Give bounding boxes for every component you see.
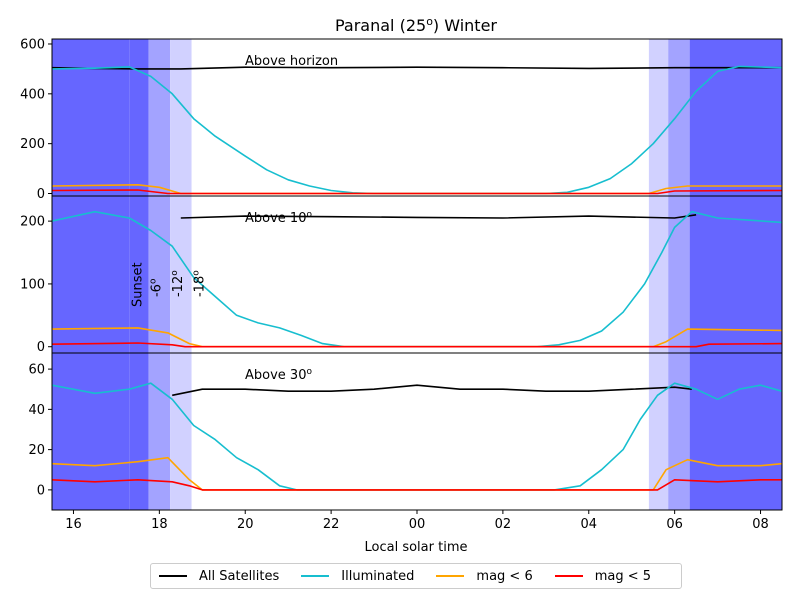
twilight-band xyxy=(709,39,782,196)
legend-label: Illuminated xyxy=(341,568,415,584)
legend-item: Illuminated xyxy=(301,569,414,584)
chart-legend: All Satellites Illuminated mag < 6 mag < 5 xyxy=(150,563,682,589)
twilight-band xyxy=(148,353,171,510)
legend-item: mag < 5 xyxy=(554,568,652,584)
twilight-band xyxy=(689,353,709,510)
twilight-band xyxy=(709,353,782,510)
legend-swatch xyxy=(159,575,187,577)
panel-3: 0 20 40 60 Above 30o 16 18 20 22 00 02 04 06 08 xyxy=(28,352,783,532)
x-tick-label: 06 xyxy=(666,517,683,532)
y-tick-label: 0 xyxy=(37,340,45,355)
y-tick-label: 0 xyxy=(37,483,45,498)
panel-label: Above 10o xyxy=(245,210,312,226)
x-tick-label: 04 xyxy=(580,517,597,532)
y-tick-label: 200 xyxy=(20,215,45,230)
twilight-band xyxy=(648,196,669,353)
twilight-band xyxy=(148,196,171,353)
series-line xyxy=(52,342,782,348)
twilight-band xyxy=(648,39,669,196)
twilight-label: -18o xyxy=(192,270,208,297)
x-tick-label: 16 xyxy=(65,517,82,532)
x-axis-label: Local solar time xyxy=(365,540,468,555)
series-line xyxy=(180,214,697,219)
y-tick-label: 200 xyxy=(20,137,45,152)
x-tick-label: 18 xyxy=(151,517,168,532)
x-tick-label: 00 xyxy=(409,517,426,532)
chart-title-superscript: o xyxy=(426,15,433,28)
y-tick-label: 100 xyxy=(20,277,45,292)
panel-1: 0 200 400 600 Above horizon xyxy=(20,37,783,202)
y-tick-label: 600 xyxy=(20,37,45,52)
series-line xyxy=(52,479,782,491)
legend-label: mag < 6 xyxy=(476,568,533,584)
series-line xyxy=(52,189,782,195)
legend-item: All Satellites xyxy=(159,569,279,584)
twilight-band xyxy=(170,39,192,196)
panel-2: 0 100 200 Above 10o Sunset -6o -12o -18o xyxy=(20,195,783,355)
legend-label: All Satellites xyxy=(199,568,280,584)
series-group xyxy=(52,65,782,195)
twilight-label: -12o xyxy=(170,270,186,297)
twilight-band xyxy=(689,39,709,196)
twilight-band xyxy=(52,353,130,510)
legend-item: mag < 6 xyxy=(436,568,533,584)
twilight-band xyxy=(129,196,149,353)
series-group xyxy=(52,382,782,491)
legend-label: mag < 5 xyxy=(594,568,652,584)
chart-title: Paranal (25o) Winter xyxy=(335,15,497,35)
y-tick-label: 60 xyxy=(28,363,45,378)
series-group xyxy=(52,210,782,348)
legend-swatch xyxy=(301,575,330,577)
twilight-band xyxy=(52,196,130,353)
twilight-label: Sunset xyxy=(130,262,145,307)
twilight-band xyxy=(129,39,149,196)
twilight-band xyxy=(52,39,130,196)
y-tick-label: 400 xyxy=(20,87,45,102)
chart-title-suffix: ) Winter xyxy=(433,16,498,35)
chart-title-main: Paranal (25 xyxy=(335,16,426,35)
series-line xyxy=(172,384,692,397)
x-tick-label: 20 xyxy=(237,517,254,532)
x-tick-label: 02 xyxy=(495,517,512,532)
panel-label: Above 30o xyxy=(245,367,312,383)
twilight-band xyxy=(129,353,149,510)
y-tick-label: 20 xyxy=(28,443,45,458)
twilight-band xyxy=(668,39,690,196)
x-tick-label: 22 xyxy=(323,517,340,532)
twilight-band xyxy=(148,39,171,196)
twilight-band xyxy=(170,196,192,353)
twilight-label: -6o xyxy=(149,278,165,297)
twilight-band xyxy=(668,353,690,510)
y-tick-label: 0 xyxy=(37,187,45,202)
legend-swatch xyxy=(554,575,583,577)
series-line xyxy=(52,210,782,348)
y-tick-label: 40 xyxy=(28,403,45,418)
series-line xyxy=(52,66,782,70)
twilight-band xyxy=(170,353,192,510)
panel-label: Above horizon xyxy=(245,54,338,69)
twilight-band xyxy=(668,196,690,353)
x-tick-label: 08 xyxy=(752,517,769,532)
legend-swatch xyxy=(436,575,465,577)
twilight-band xyxy=(689,196,709,353)
twilight-band xyxy=(648,353,669,510)
